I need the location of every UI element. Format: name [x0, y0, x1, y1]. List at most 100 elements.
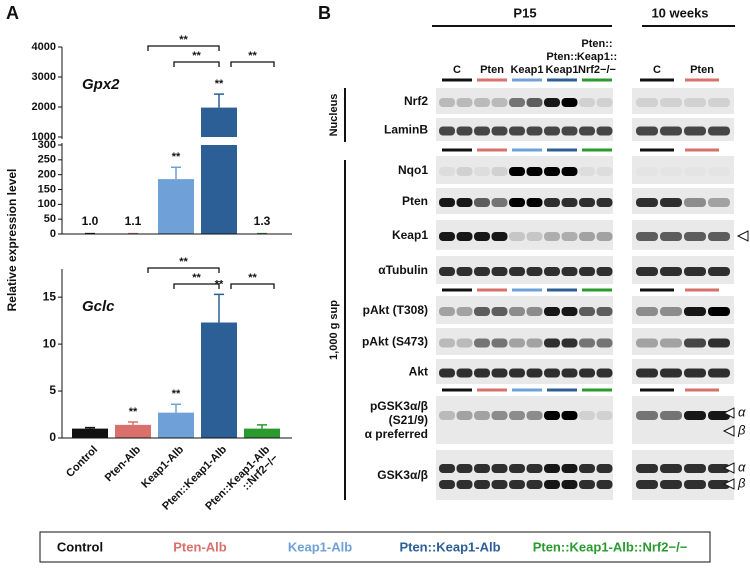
bracket — [174, 62, 219, 67]
blot-band — [579, 411, 595, 420]
row-label: pAkt (S473) — [362, 335, 428, 349]
row-label: LaminB — [384, 123, 428, 137]
blot-band — [492, 464, 508, 473]
blot-band — [439, 98, 455, 107]
blot-band — [597, 127, 613, 136]
blot-band — [544, 167, 560, 176]
bracket — [174, 284, 219, 289]
blot-band — [636, 480, 658, 489]
y-tick-label: 150 — [38, 183, 56, 195]
blot-band — [562, 267, 578, 276]
blot-band — [636, 307, 658, 316]
blot-band — [457, 339, 473, 348]
blot-band — [509, 339, 525, 348]
blot-band — [597, 167, 613, 176]
blot-band — [597, 480, 613, 489]
y-axis-label: Relative expression level — [5, 169, 19, 312]
blot-band — [474, 98, 490, 107]
blot-band — [439, 307, 455, 316]
error-bar — [171, 404, 181, 412]
legend-entry: Control — [57, 539, 103, 554]
blot-band — [474, 369, 490, 378]
blot-band — [579, 464, 595, 473]
blot-band — [636, 167, 658, 176]
blot-band — [474, 464, 490, 473]
blot-band — [439, 339, 455, 348]
blot-band — [684, 198, 706, 207]
blot-band — [684, 411, 706, 420]
blot-band — [597, 198, 613, 207]
blot-band — [474, 127, 490, 136]
y-tick-label: 1000 — [32, 131, 56, 143]
blot-band — [562, 167, 578, 176]
blot-band — [474, 307, 490, 316]
blot-band — [509, 464, 525, 473]
y-tick-label: 250 — [38, 154, 56, 166]
y-tick-label: 0 — [50, 228, 56, 240]
blot-band — [562, 464, 578, 473]
blot-band — [562, 198, 578, 207]
blot-band — [509, 167, 525, 176]
lane-label: Pten — [690, 64, 714, 76]
lane-label: Pten::Keap1::Nrf2−/− — [577, 38, 617, 76]
bracket-label: ** — [179, 256, 188, 268]
x-tick-label: Pten-Alb — [103, 444, 144, 485]
blot-band — [544, 267, 560, 276]
blot-band — [579, 98, 595, 107]
blot-band — [527, 464, 543, 473]
blot-band — [544, 480, 560, 489]
blot-band — [708, 307, 730, 316]
blot-band — [636, 198, 658, 207]
row-label: Nrf2 — [404, 94, 428, 108]
blot-band — [492, 232, 508, 241]
blot-band — [457, 411, 473, 420]
band-marker: α — [738, 404, 746, 419]
blot-band — [544, 307, 560, 316]
blot-band — [527, 267, 543, 276]
blot-band — [527, 198, 543, 207]
bracket-label: ** — [192, 50, 201, 62]
blot-band — [492, 167, 508, 176]
blot-band — [660, 369, 682, 378]
blot-band — [579, 369, 595, 378]
lane-label: Pten — [480, 64, 504, 76]
blot-band — [544, 198, 560, 207]
blot-band — [457, 198, 473, 207]
bar — [72, 429, 108, 438]
blot-band — [509, 232, 525, 241]
blot-band — [636, 232, 658, 241]
blot-band — [509, 307, 525, 316]
blot-band — [457, 98, 473, 107]
legend-entry: Pten::Keap1-Alb — [399, 539, 500, 554]
blot-band — [579, 307, 595, 316]
blot-panel — [436, 450, 613, 500]
blot-band — [527, 98, 543, 107]
blot-band — [457, 232, 473, 241]
row-label: Akt — [409, 365, 428, 379]
blot-band — [597, 267, 613, 276]
blot-band — [597, 339, 613, 348]
band-marker: β — [737, 422, 746, 437]
blot-band — [457, 127, 473, 136]
row-label: pGSK3α/β(S21/9)α preferred — [365, 399, 428, 441]
bracket — [231, 62, 274, 67]
x-tick-label: Keap1-Alb — [139, 443, 186, 490]
error-bar — [85, 428, 95, 429]
blot-band — [457, 369, 473, 378]
bar — [201, 323, 237, 438]
blot-band — [492, 267, 508, 276]
blot-band — [660, 232, 682, 241]
blot-band — [474, 198, 490, 207]
bracket-label: ** — [248, 50, 257, 62]
error-bar — [171, 167, 181, 179]
y-tick-label: 50 — [44, 213, 56, 225]
blot-band — [636, 411, 658, 420]
blot-band — [562, 98, 578, 107]
row-label: Keap1 — [392, 228, 428, 242]
blot-band — [527, 411, 543, 420]
blot-band — [708, 267, 730, 276]
blot-band — [597, 307, 613, 316]
blot-band — [684, 98, 706, 107]
legend-entry: Pten-Alb — [173, 539, 227, 554]
